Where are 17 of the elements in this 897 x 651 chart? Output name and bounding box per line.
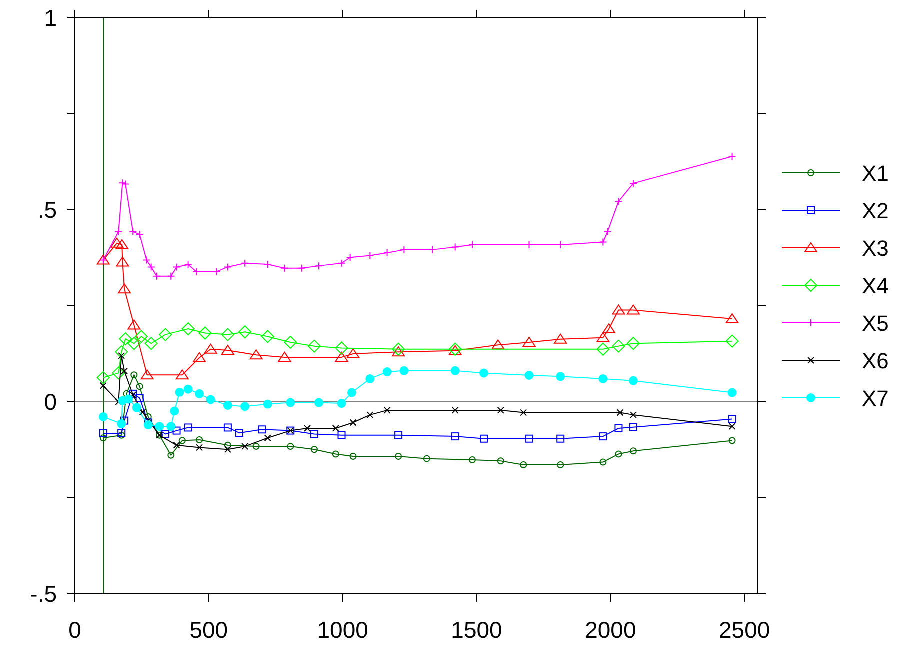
legend-label: X6: [862, 348, 889, 374]
legend-label: X4: [862, 274, 889, 298]
x-tick-label: 2000: [585, 617, 636, 643]
x-tick-label: 2500: [719, 617, 770, 643]
legend-label: X3: [862, 236, 889, 261]
legend-label: X5: [862, 311, 889, 336]
legend-label: X7: [862, 386, 889, 411]
y-tick-label: 1: [44, 5, 57, 31]
legend-label: X1: [862, 161, 889, 186]
legend-label: X2: [862, 198, 889, 224]
y-tick-label: .5: [38, 197, 57, 223]
y-tick-label: 0: [44, 389, 57, 415]
x-tick-label: 500: [190, 617, 228, 643]
x-tick-label: 1500: [451, 617, 502, 643]
x-tick-label: 0: [68, 617, 82, 643]
y-tick-label: -.5: [30, 581, 57, 607]
x-tick-label: 1000: [317, 617, 368, 643]
